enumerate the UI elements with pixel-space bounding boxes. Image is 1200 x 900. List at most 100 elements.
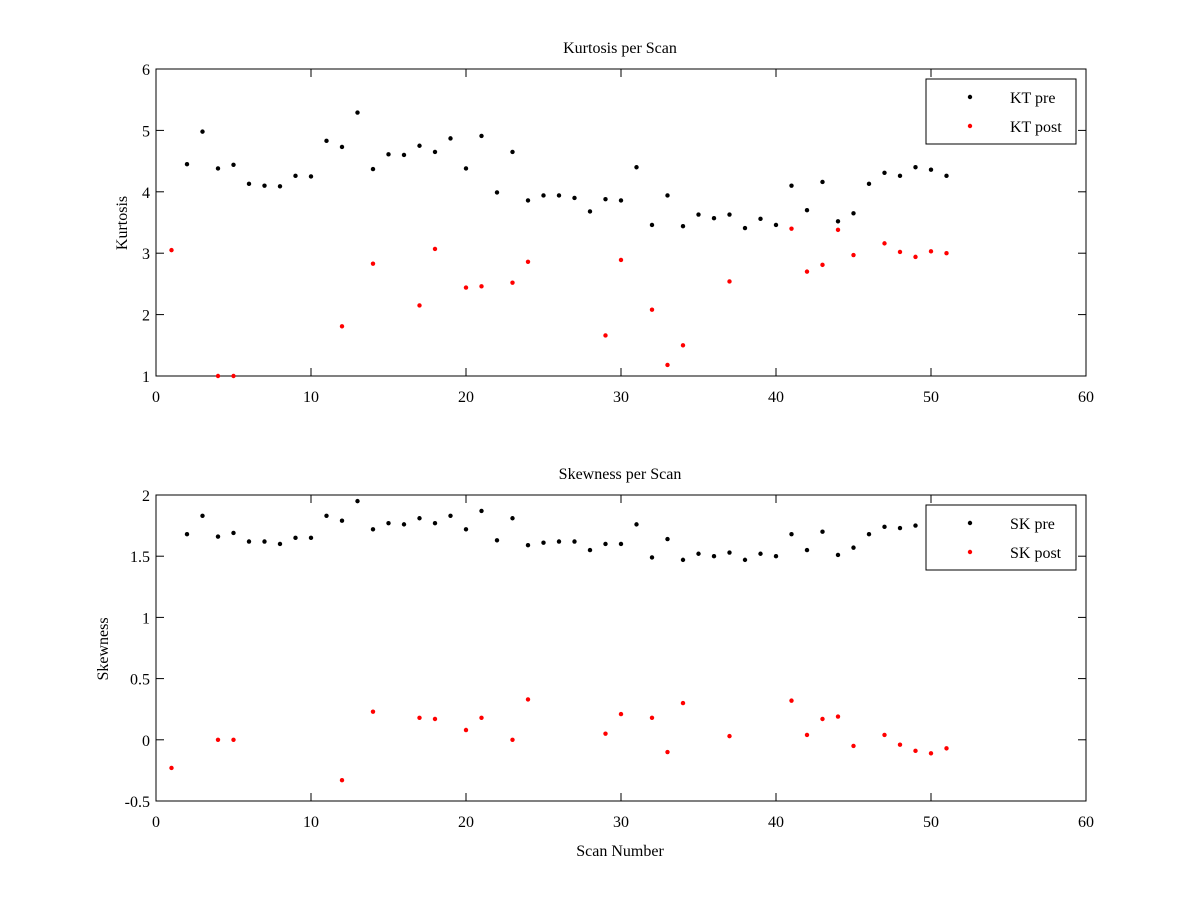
data-point xyxy=(339,324,345,329)
y-tick-label: 2 xyxy=(142,308,150,325)
data-point xyxy=(649,307,655,312)
data-point xyxy=(696,551,701,556)
data-point xyxy=(200,513,205,519)
data-point xyxy=(463,285,469,290)
x-tick-label: 10 xyxy=(303,814,319,831)
data-point xyxy=(448,513,453,519)
data-point xyxy=(820,716,825,722)
legend-box xyxy=(925,78,1077,145)
data-point xyxy=(215,737,221,742)
data-point xyxy=(944,746,949,751)
data-point xyxy=(262,183,267,188)
data-point xyxy=(463,527,469,532)
data-point xyxy=(432,246,438,252)
y-tick-label: 1.5 xyxy=(130,549,150,566)
chart-title: Skewness per Scan xyxy=(559,466,682,483)
data-point xyxy=(851,545,856,550)
data-point xyxy=(479,508,484,514)
data-point xyxy=(587,209,593,214)
y-tick-label: 0 xyxy=(142,733,150,750)
data-point xyxy=(308,535,314,541)
data-point xyxy=(432,520,438,526)
data-point xyxy=(308,174,314,179)
data-point xyxy=(231,373,236,379)
data-point xyxy=(804,547,810,553)
data-point xyxy=(479,133,484,139)
data-point xyxy=(293,535,298,541)
legend-entry: KT post xyxy=(1010,119,1062,136)
data-point xyxy=(169,247,174,253)
data-point xyxy=(928,249,934,254)
data-point xyxy=(882,241,887,246)
data-point xyxy=(835,219,841,224)
data-point xyxy=(603,731,608,736)
data-point xyxy=(944,251,949,256)
data-point xyxy=(541,540,546,545)
data-point xyxy=(324,513,329,519)
data-point xyxy=(680,700,686,706)
data-point xyxy=(432,716,438,722)
data-point xyxy=(882,524,887,530)
data-point xyxy=(835,552,841,558)
data-point xyxy=(231,162,236,167)
data-point xyxy=(727,212,732,217)
data-point xyxy=(804,269,810,274)
x-tick-label: 30 xyxy=(613,389,629,406)
data-point xyxy=(215,373,221,379)
data-point xyxy=(866,531,872,537)
data-point xyxy=(804,732,810,738)
data-point xyxy=(231,530,236,536)
data-point xyxy=(277,184,283,189)
data-point xyxy=(928,751,934,756)
data-point xyxy=(727,733,732,739)
data-point xyxy=(665,536,670,542)
data-point xyxy=(184,161,190,167)
data-point xyxy=(820,179,825,185)
data-point xyxy=(525,697,531,702)
data-point xyxy=(820,262,825,268)
data-point xyxy=(711,216,717,221)
data-point xyxy=(417,303,422,308)
data-point xyxy=(355,498,360,504)
data-point xyxy=(556,539,562,544)
data-point xyxy=(680,557,686,563)
x-tick-label: 10 xyxy=(303,389,319,406)
data-point xyxy=(711,554,717,559)
data-point xyxy=(262,539,267,544)
series-post xyxy=(169,697,949,783)
y-tick-label: 5 xyxy=(142,123,150,140)
data-point xyxy=(572,539,577,544)
data-point xyxy=(510,516,515,521)
x-tick-label: 40 xyxy=(768,389,784,406)
legend-marker xyxy=(967,123,973,129)
data-point xyxy=(773,554,779,559)
skewness-plot: Skewness per Scan Skewness Scan Number 0… xyxy=(95,466,1094,860)
data-point xyxy=(866,181,872,187)
data-point xyxy=(479,715,484,720)
data-point xyxy=(370,709,376,714)
x-tick-label: 20 xyxy=(458,389,474,406)
data-point xyxy=(386,152,391,157)
data-point xyxy=(541,193,546,198)
data-point xyxy=(727,550,732,555)
chart-title: Kurtosis per Scan xyxy=(563,40,677,57)
series-pre xyxy=(184,498,918,563)
x-tick-label: 60 xyxy=(1078,389,1094,406)
data-point xyxy=(277,541,283,547)
data-point xyxy=(835,714,841,719)
data-point xyxy=(789,226,794,231)
data-point xyxy=(603,541,608,547)
data-point xyxy=(386,520,391,526)
data-point xyxy=(370,261,376,266)
data-point xyxy=(742,557,748,563)
data-point xyxy=(680,343,686,348)
data-point xyxy=(665,362,670,368)
data-point xyxy=(432,149,438,155)
data-point xyxy=(773,222,779,228)
data-point xyxy=(246,181,252,187)
series-pre xyxy=(184,110,949,231)
data-point xyxy=(851,211,856,216)
data-point xyxy=(835,227,841,233)
y-tick-label: 2 xyxy=(142,488,150,505)
